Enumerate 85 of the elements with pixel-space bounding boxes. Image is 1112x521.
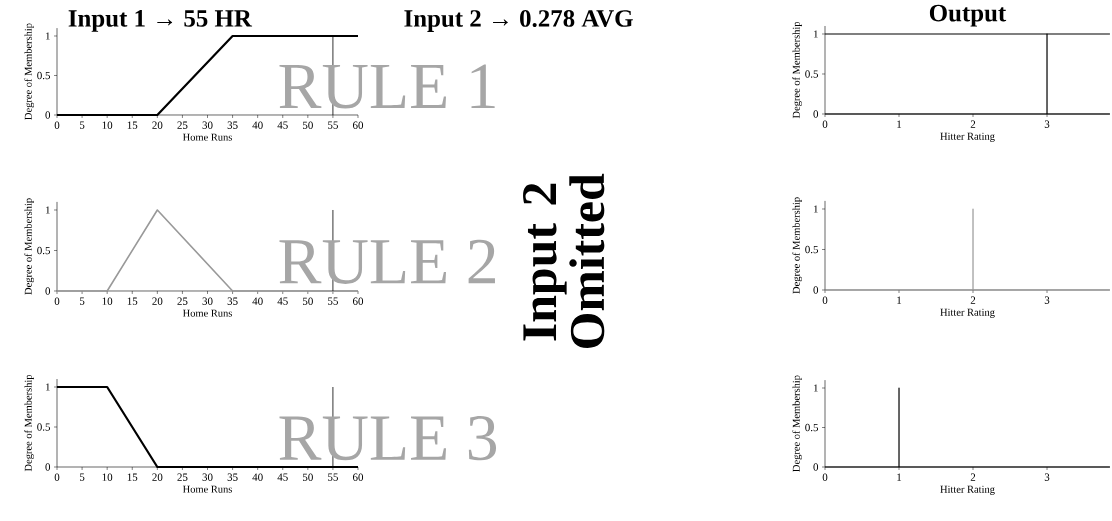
x-tick-label: 60 [352,297,364,305]
x-tick-label: 1 [897,120,902,128]
x-tick-label: 5 [79,121,85,129]
x-tick-label: 3 [1044,473,1050,481]
x-axis-title: Hitter Rating [940,485,995,495]
y-tick-label: 0.5 [37,246,51,255]
x-tick-label: 3 [1044,120,1050,128]
y-axis-title: Degree of Membership [24,374,34,472]
x-tick-label: 0 [822,473,828,481]
y-tick-label: 1 [45,32,50,40]
x-tick-label: 30 [202,473,213,481]
x-tick-label: 40 [252,121,263,129]
y-tick-label: 1 [813,384,818,392]
x-tick-label: 10 [102,297,113,305]
x-axis-title: Home Runs [182,133,232,141]
x-tick-label: 15 [127,473,138,481]
x-axis-title: Hitter Rating [940,132,995,142]
x-axis-title: Home Runs [182,309,232,317]
y-tick-label: 0 [813,286,819,294]
y-axis-title: Degree of Membership [792,21,802,119]
y-tick-label: 0.5 [805,245,819,254]
x-tick-label: 0 [822,296,828,304]
x-axis-title: Home Runs [182,485,232,493]
y-tick-label: 0 [45,463,51,471]
x-tick-label: 5 [79,297,85,305]
y-tick-label: 0 [45,287,51,295]
x-tick-label: 50 [302,297,313,305]
x-tick-label: 0 [54,121,60,129]
x-axis-title: Hitter Rating [940,308,995,318]
x-tick-label: 55 [328,473,338,481]
x-tick-label: 30 [202,121,213,129]
y-tick-label: 0.5 [805,423,819,432]
x-tick-label: 35 [227,121,238,129]
x-tick-label: 45 [277,473,288,481]
x-tick-label: 2 [970,120,976,128]
x-tick-label: 40 [252,297,263,305]
x-tick-label: 55 [328,297,338,305]
x-tick-label: 5 [79,473,85,481]
x-tick-label: 0 [54,297,60,305]
x-tick-label: 1 [897,296,902,304]
x-tick-label: 10 [102,473,113,481]
y-tick-label: 0.5 [37,71,51,80]
y-tick-label: 1 [45,206,50,214]
y-tick-label: 0 [45,111,51,119]
x-tick-label: 45 [277,297,288,305]
x-tick-label: 2 [970,473,976,481]
x-tick-label: 45 [277,121,288,129]
x-tick-label: 25 [177,473,188,481]
x-tick-label: 10 [102,121,113,129]
x-tick-label: 50 [302,473,313,481]
y-tick-label: 0.5 [805,70,819,78]
annotation: Input 1 → 55 HR [68,10,253,32]
chart-title: Output [929,4,1007,27]
y-axis-title: Degree of Membership [24,23,34,120]
y-tick-label: 1 [813,205,818,213]
text: Input 2 → 0.278 AVG [404,10,633,32]
y-tick-label: 1 [813,30,818,38]
x-tick-label: 55 [328,121,338,129]
y-axis-title: Degree of Membership [24,198,34,295]
x-tick-label: 50 [302,121,313,129]
x-tick-label: 0 [54,473,60,481]
x-tick-label: 25 [177,121,188,129]
x-tick-label: 35 [227,297,238,305]
y-tick-label: 1 [45,383,50,391]
x-tick-label: 0 [822,120,828,128]
x-tick-label: 3 [1044,296,1050,304]
y-tick-label: 0.5 [37,423,51,431]
y-tick-label: 0 [813,110,819,118]
x-tick-label: 2 [970,296,976,304]
text: Input 2 Omitted [523,173,605,348]
x-tick-label: 15 [127,121,138,129]
x-tick-label: 20 [152,121,163,129]
x-tick-label: 1 [897,473,902,481]
y-tick-label: 0 [813,463,819,471]
y-axis-title: Degree of Membership [792,197,802,294]
x-tick-label: 40 [252,473,263,481]
x-tick-label: 20 [152,473,163,481]
y-axis-title: Degree of Membership [792,375,802,472]
x-tick-label: 25 [177,297,188,305]
x-tick-label: 35 [227,473,238,481]
x-tick-label: 15 [127,297,138,305]
x-tick-label: 30 [202,297,213,305]
x-tick-label: 20 [152,297,163,305]
x-tick-label: 60 [352,121,364,129]
x-tick-label: 60 [352,473,364,481]
